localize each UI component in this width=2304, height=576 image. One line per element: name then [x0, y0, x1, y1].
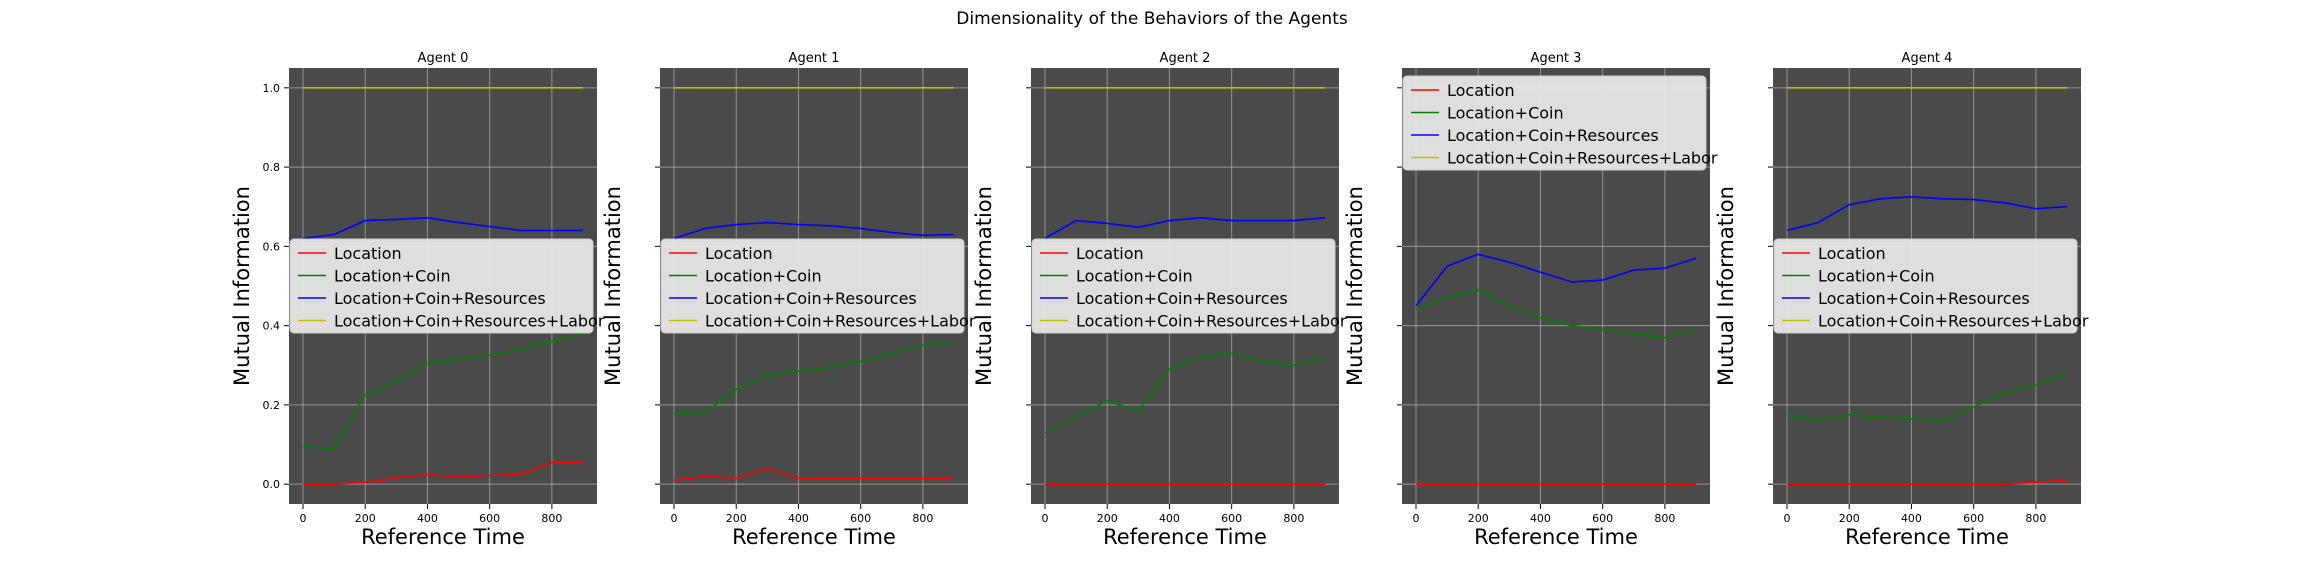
legend-entry: Location+Coin+Resources: [705, 289, 917, 308]
panel-agent-1: 0 200 400 600 800 Agent 1 Reference Time Mutual…: [601, 51, 976, 549]
series-line-location-coin-resources: [1044, 216, 1326, 240]
x-tick-label: 800: [912, 512, 933, 525]
panel-agent-0: 0 200 400 600 800 0.0 0.2 0.4 0.6 0.8 1.0 Agent 0 Re…: [230, 51, 605, 549]
legend-box: [1031, 238, 1336, 334]
y-tick-label: 0.8: [263, 161, 281, 174]
x-tick-label: 400: [788, 512, 809, 525]
panel-agent-3: 0 200 400 600 800 Agent 3 Reference Time Mutual…: [1343, 51, 1718, 549]
series-line-location-coin: [674, 340, 955, 414]
series-line-location-coin-resources: [1786, 195, 2068, 232]
panel-agent-2: 0 200 400 600 800 Agent 2 Reference Time Mutual…: [972, 51, 1347, 549]
legend-entry: Location: [705, 244, 773, 263]
x-tick-label: 200: [1468, 512, 1489, 525]
x-tick-label: 200: [1839, 512, 1860, 525]
x-tick-label: 0: [1413, 512, 1420, 525]
x-tick-label: 600: [479, 512, 500, 525]
legend: Location Location+Coin Location+Coin+Resou…: [1402, 75, 1718, 171]
legend-entry: Location: [1076, 244, 1144, 263]
panel-title: Agent 3: [1531, 51, 1582, 66]
series-line-location: [673, 467, 954, 481]
y-axis-label: Mutual Information: [230, 186, 254, 386]
legend-entry: Location+Coin+Resources: [334, 289, 546, 308]
series-line-location-coin-resources: [302, 216, 583, 240]
legend: Location Location+Coin Location+Coin+Resou…: [289, 238, 605, 334]
y-tick-label: 0.2: [263, 399, 281, 412]
x-tick-label: 600: [1221, 512, 1242, 525]
legend-entry: Location+Coin: [1818, 267, 1935, 286]
panel-title: Agent 1: [789, 51, 840, 66]
series-line-location-coin-resources: [1415, 253, 1697, 307]
y-tick-label: 0.4: [263, 320, 281, 333]
x-tick-label: 200: [1097, 512, 1118, 525]
x-axis-label: Reference Time: [1845, 525, 2009, 549]
legend: Location Location+Coin Location+Coin+Resou…: [1773, 238, 2089, 334]
series-line-location-coin: [1415, 289, 1697, 339]
x-axis-label: Reference Time: [1474, 525, 1638, 549]
legend-entry: Location+Coin: [1447, 104, 1564, 123]
panel-title: Agent 4: [1902, 51, 1953, 66]
x-tick-label: 400: [1530, 512, 1551, 525]
legend-entry: Location+Coin+Resources: [1076, 289, 1288, 308]
legend-entry: Location+Coin+Resources: [1447, 126, 1659, 145]
x-tick-label: 200: [726, 512, 747, 525]
x-tick-label: 0: [671, 512, 678, 525]
series-line-location-coin: [1786, 372, 2068, 422]
series-line-location-coin: [302, 332, 584, 450]
series-line-location-coin: [1044, 352, 1326, 434]
x-tick-label: 200: [355, 512, 376, 525]
y-tick-label: 0.0: [263, 478, 281, 491]
legend-entry: Location+Coin+Resources+Labor: [1447, 149, 1718, 168]
x-axis-label: Reference Time: [361, 525, 525, 549]
series-line-location-coin-resources: [673, 221, 955, 240]
panel-agent-4: 0 200 400 600 800 Agent 4 Reference Time Mutual…: [1714, 51, 2089, 549]
legend-entry: Location+Coin+Resources: [1818, 289, 2030, 308]
y-axis-label: Mutual Information: [1714, 186, 1738, 386]
y-axis-label: Mutual Information: [601, 186, 625, 386]
x-tick-label: 600: [850, 512, 871, 525]
x-tick-label: 0: [1042, 512, 1049, 525]
legend-entry: Location+Coin: [1076, 267, 1193, 286]
legend-entry: Location: [334, 244, 402, 263]
x-tick-label: 400: [1159, 512, 1180, 525]
legend: Location Location+Coin Location+Coin+Resou…: [660, 238, 976, 334]
panels: 0 200 400 600 800 0.0 0.2 0.4 0.6 0.8 1.0 Agent 0 Re…: [230, 51, 2089, 549]
x-tick-label: 800: [2025, 512, 2046, 525]
legend-box: [289, 238, 594, 334]
x-tick-label: 800: [1654, 512, 1675, 525]
panel-title: Agent 0: [418, 51, 469, 66]
x-tick-label: 0: [1784, 512, 1791, 525]
series-line-location: [1787, 479, 2068, 486]
x-tick-label: 800: [541, 512, 562, 525]
y-tick-label: 0.6: [263, 240, 281, 253]
series-line-location: [303, 461, 583, 486]
x-tick-label: 400: [1901, 512, 1922, 525]
legend-entry: Location+Coin+Resources+Labor: [334, 312, 605, 331]
y-axis-label: Mutual Information: [972, 186, 996, 386]
panel-title: Agent 2: [1160, 51, 1211, 66]
legend-entry: Location: [1447, 81, 1515, 100]
legend-entry: Location+Coin: [334, 267, 451, 286]
legend: Location Location+Coin Location+Coin+Resou…: [1031, 238, 1347, 334]
x-tick-label: 400: [417, 512, 438, 525]
legend-entry: Location+Coin+Resources+Labor: [1818, 312, 2089, 331]
x-axis-label: Reference Time: [1103, 525, 1267, 549]
legend-entry: Location: [1818, 244, 1886, 263]
figure-title: Dimensionality of the Behaviors of the A…: [956, 9, 1348, 29]
legend-box: [660, 238, 965, 334]
y-tick-label: 1.0: [263, 82, 281, 95]
legend-entry: Location+Coin+Resources+Labor: [705, 312, 976, 331]
x-tick-label: 800: [1283, 512, 1304, 525]
x-tick-label: 600: [1592, 512, 1613, 525]
legend-box: [1773, 238, 2078, 334]
legend-entry: Location+Coin: [705, 267, 822, 286]
legend-entry: Location+Coin+Resources+Labor: [1076, 312, 1347, 331]
legend-box: [1402, 75, 1707, 171]
x-axis-label: Reference Time: [732, 525, 896, 549]
y-axis-label: Mutual Information: [1343, 186, 1367, 386]
x-tick-label: 600: [1963, 512, 1984, 525]
x-tick-label: 0: [300, 512, 307, 525]
